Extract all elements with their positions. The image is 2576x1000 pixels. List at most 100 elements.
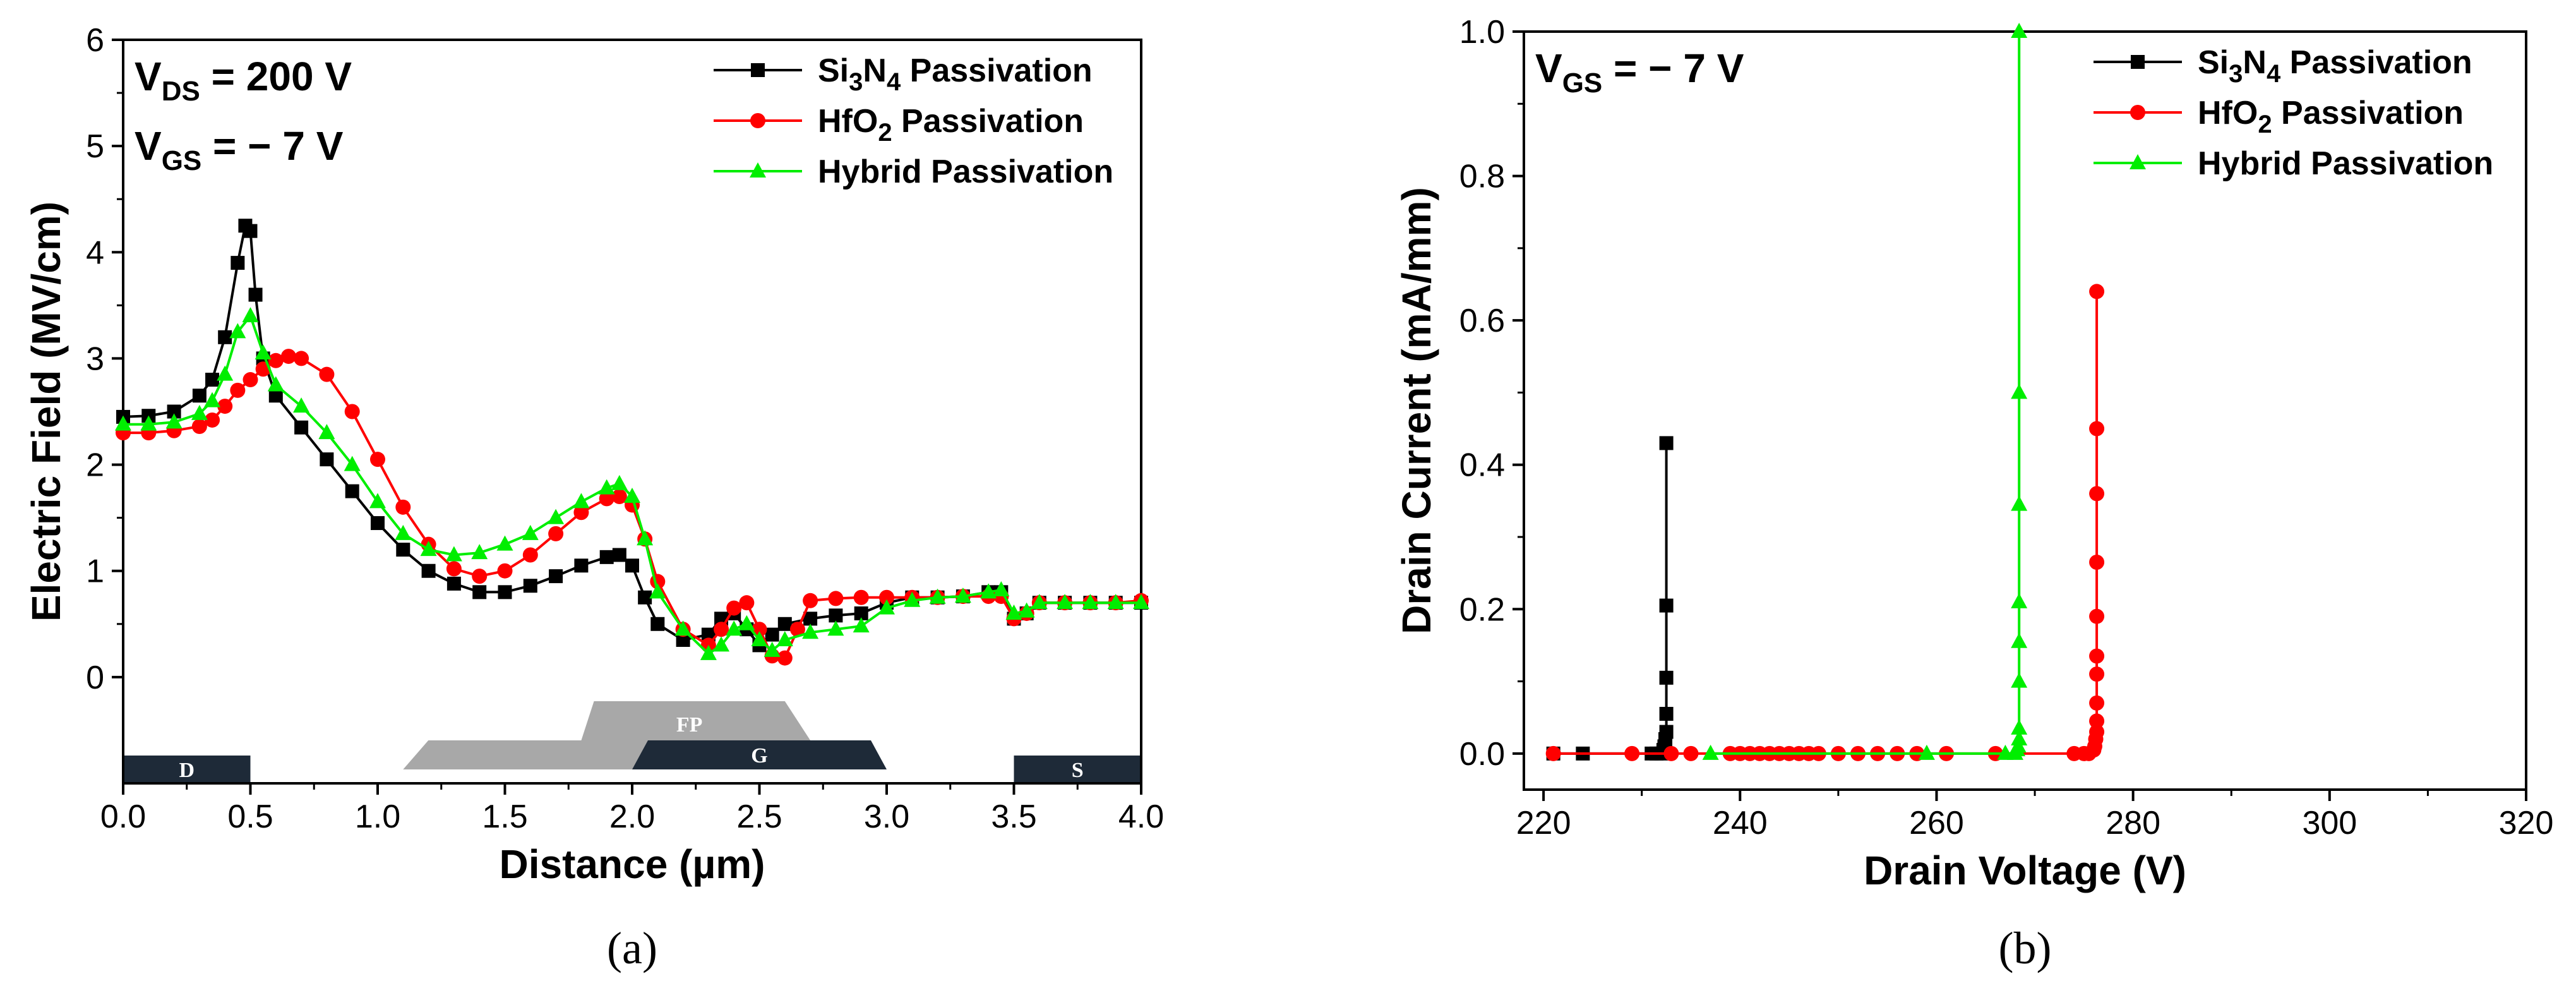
data-point bbox=[879, 589, 894, 605]
data-point bbox=[395, 524, 412, 540]
x-tick-label: 0.0 bbox=[100, 798, 146, 835]
data-point bbox=[764, 641, 781, 657]
y-tick-label: 0 bbox=[86, 660, 104, 696]
annotation-gs: VGS = − 7 V bbox=[135, 123, 344, 176]
data-point bbox=[231, 256, 245, 270]
data-point bbox=[2089, 284, 2105, 299]
data-point bbox=[548, 526, 564, 541]
data-point bbox=[255, 344, 272, 360]
data-point bbox=[713, 636, 730, 652]
x-tick-label: 4.0 bbox=[1118, 798, 1164, 835]
data-point bbox=[2011, 719, 2028, 735]
data-point bbox=[446, 576, 461, 591]
data-point bbox=[522, 524, 539, 540]
data-point bbox=[345, 484, 359, 498]
data-point bbox=[2011, 672, 2028, 688]
x-tick-label: 300 bbox=[2302, 805, 2357, 841]
data-point bbox=[1545, 745, 1561, 761]
data-point bbox=[318, 424, 335, 440]
data-point bbox=[2089, 421, 2105, 437]
x-tick-label: 220 bbox=[1516, 805, 1571, 841]
annotation-ds: VDS = 200 V bbox=[135, 54, 352, 107]
data-point bbox=[1057, 594, 1074, 610]
data-point bbox=[993, 581, 1010, 596]
data-point bbox=[1663, 745, 1679, 761]
data-point bbox=[573, 493, 590, 509]
data-point bbox=[827, 620, 844, 636]
data-point bbox=[853, 589, 869, 605]
x-tick-label: 1.5 bbox=[482, 798, 527, 835]
x-tick-label: 280 bbox=[2106, 805, 2160, 841]
data-point bbox=[1918, 744, 1935, 760]
data-point bbox=[649, 583, 666, 599]
data-point bbox=[802, 623, 819, 639]
data-point bbox=[2089, 695, 2105, 711]
data-point bbox=[789, 622, 805, 637]
data-point bbox=[1107, 594, 1124, 610]
y-tick-label: 3 bbox=[86, 340, 104, 377]
data-point bbox=[243, 372, 258, 388]
plot-frame bbox=[1523, 30, 2527, 791]
data-point bbox=[676, 633, 690, 648]
data-point bbox=[1031, 594, 1048, 610]
data-point bbox=[854, 606, 868, 620]
device-region-label-s: S bbox=[1072, 759, 1084, 782]
data-point bbox=[1659, 436, 1674, 450]
data-point bbox=[229, 323, 246, 339]
data-point bbox=[395, 499, 411, 515]
data-point bbox=[803, 593, 818, 608]
y-tick-label: 1 bbox=[86, 553, 104, 590]
data-point bbox=[1659, 707, 1674, 721]
data-point bbox=[777, 650, 793, 666]
data-point bbox=[828, 591, 844, 606]
x-tick-label: 3.0 bbox=[864, 798, 909, 835]
data-point bbox=[2011, 495, 2028, 511]
data-point bbox=[371, 516, 385, 531]
data-point bbox=[472, 585, 487, 599]
x-tick-label: 1.0 bbox=[355, 798, 400, 835]
data-point bbox=[1624, 745, 1640, 761]
y-tick-label: 1.0 bbox=[1459, 14, 1505, 51]
data-point bbox=[248, 287, 263, 302]
data-point bbox=[1082, 594, 1099, 610]
data-point bbox=[624, 488, 640, 503]
data-point bbox=[1133, 594, 1149, 610]
data-point bbox=[611, 474, 628, 490]
data-point bbox=[548, 509, 565, 524]
y-axis-title: Electric Field (MV/cm) bbox=[23, 202, 69, 622]
legend-marker-3 bbox=[2130, 154, 2146, 169]
data-point bbox=[471, 544, 488, 560]
data-point bbox=[904, 591, 921, 607]
data-point bbox=[2089, 724, 2105, 740]
data-point bbox=[497, 563, 513, 579]
device-region-d bbox=[123, 756, 251, 782]
x-tick-label: 240 bbox=[1713, 805, 1768, 841]
data-point bbox=[1659, 598, 1674, 613]
data-point bbox=[205, 373, 220, 387]
data-point bbox=[472, 569, 488, 584]
y-tick-label: 2 bbox=[86, 447, 104, 484]
x-axis-title: Distance (µm) bbox=[500, 841, 765, 887]
legend-label-3: Hybrid Passivation bbox=[2198, 145, 2493, 182]
data-point bbox=[242, 307, 259, 323]
legend-label-1: Si3N4 Passivation bbox=[2198, 44, 2472, 88]
data-point bbox=[700, 644, 717, 660]
data-point bbox=[2089, 608, 2105, 624]
data-point bbox=[267, 376, 284, 392]
data-point bbox=[320, 452, 334, 467]
data-point bbox=[446, 561, 462, 577]
data-point bbox=[2089, 648, 2105, 664]
data-point bbox=[739, 595, 755, 611]
data-point bbox=[230, 382, 246, 398]
legend-marker-3 bbox=[750, 162, 766, 178]
data-point bbox=[612, 548, 626, 562]
data-point bbox=[2011, 383, 2028, 399]
data-point bbox=[637, 530, 654, 546]
data-point bbox=[243, 224, 258, 238]
data-point bbox=[192, 389, 207, 403]
data-point bbox=[829, 608, 843, 623]
data-point bbox=[1683, 745, 1699, 761]
y-tick-label: 0.0 bbox=[1459, 736, 1505, 773]
data-point bbox=[319, 366, 335, 382]
